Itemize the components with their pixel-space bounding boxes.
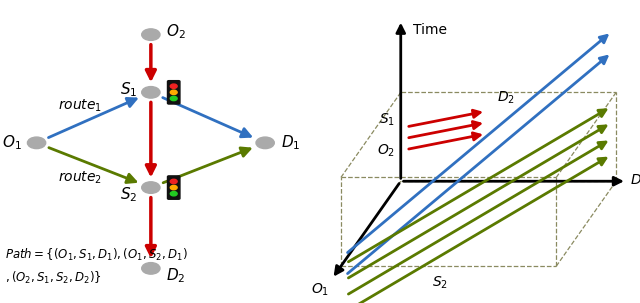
- Text: $D_1$: $D_1$: [280, 134, 300, 152]
- Circle shape: [170, 191, 177, 196]
- Circle shape: [170, 179, 177, 184]
- Text: $,(O_2,S_1,S_2,D_2)\}$: $,(O_2,S_1,S_2,D_2)\}$: [4, 270, 101, 286]
- Text: $route_1$: $route_1$: [58, 97, 102, 114]
- Circle shape: [141, 29, 160, 40]
- Circle shape: [170, 185, 177, 190]
- Circle shape: [170, 96, 177, 101]
- Text: $S_1$: $S_1$: [379, 112, 395, 128]
- Circle shape: [141, 182, 160, 193]
- Text: $D_1$: $D_1$: [630, 173, 640, 189]
- FancyBboxPatch shape: [168, 81, 180, 104]
- Circle shape: [170, 84, 177, 88]
- Text: $O_2$: $O_2$: [376, 142, 395, 159]
- Circle shape: [141, 263, 160, 274]
- Circle shape: [170, 90, 177, 95]
- Text: $O_1$: $O_1$: [311, 282, 329, 298]
- Circle shape: [141, 87, 160, 98]
- Text: $O_1$: $O_1$: [1, 134, 21, 152]
- Circle shape: [256, 137, 275, 148]
- Circle shape: [28, 137, 45, 148]
- Text: Time: Time: [413, 23, 447, 37]
- Text: $S_2$: $S_2$: [120, 185, 138, 204]
- Text: $S_1$: $S_1$: [120, 80, 138, 99]
- FancyBboxPatch shape: [168, 176, 180, 199]
- Text: $D_2$: $D_2$: [497, 89, 515, 106]
- Text: $S_2$: $S_2$: [433, 275, 449, 291]
- Text: $route_2$: $route_2$: [58, 169, 102, 186]
- Text: $D_2$: $D_2$: [166, 266, 186, 285]
- Text: $Path = \{(O_1,S_1,D_1),(O_1,S_2,D_1)$: $Path = \{(O_1,S_1,D_1),(O_1,S_2,D_1)$: [4, 247, 188, 263]
- Text: $O_2$: $O_2$: [166, 22, 186, 41]
